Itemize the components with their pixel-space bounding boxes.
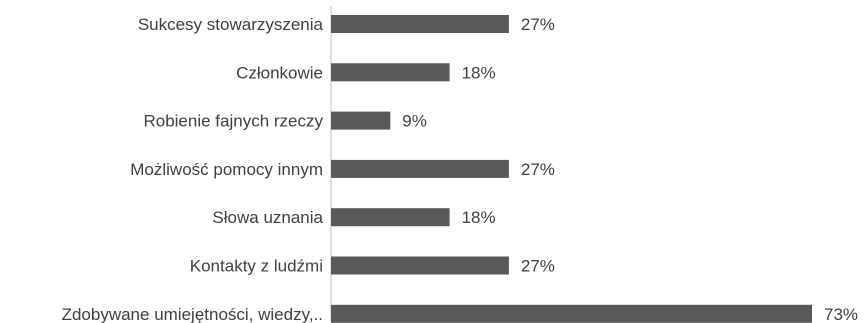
bar <box>331 159 509 178</box>
value-label: 27% <box>521 257 555 276</box>
category-label: Kontakty z ludźmi <box>190 257 323 276</box>
bar <box>331 15 509 33</box>
bar <box>331 256 509 275</box>
category-label: Członkowie <box>236 63 323 82</box>
category-label: Zdobywane umiejętności, wiedzy,.. <box>62 305 323 323</box>
value-label: 18% <box>462 63 496 82</box>
chart-marks: Sukcesy stowarzyszenia 27% Członkowie 18% Ro… <box>62 15 858 323</box>
bar <box>331 304 812 323</box>
category-label: Słowa uznania <box>212 208 323 227</box>
category-label: Możliwość pomocy innym <box>130 160 323 179</box>
value-label: 73% <box>824 305 858 323</box>
value-label: 27% <box>521 160 555 179</box>
category-label: Sukcesy stowarzyszenia <box>138 15 324 34</box>
bar <box>331 208 450 227</box>
bar <box>331 63 450 82</box>
value-label: 18% <box>462 208 496 227</box>
category-label: Robienie fajnych rzeczy <box>143 112 323 131</box>
value-label: 9% <box>402 112 427 131</box>
bar <box>331 111 391 130</box>
value-label: 27% <box>521 15 555 34</box>
